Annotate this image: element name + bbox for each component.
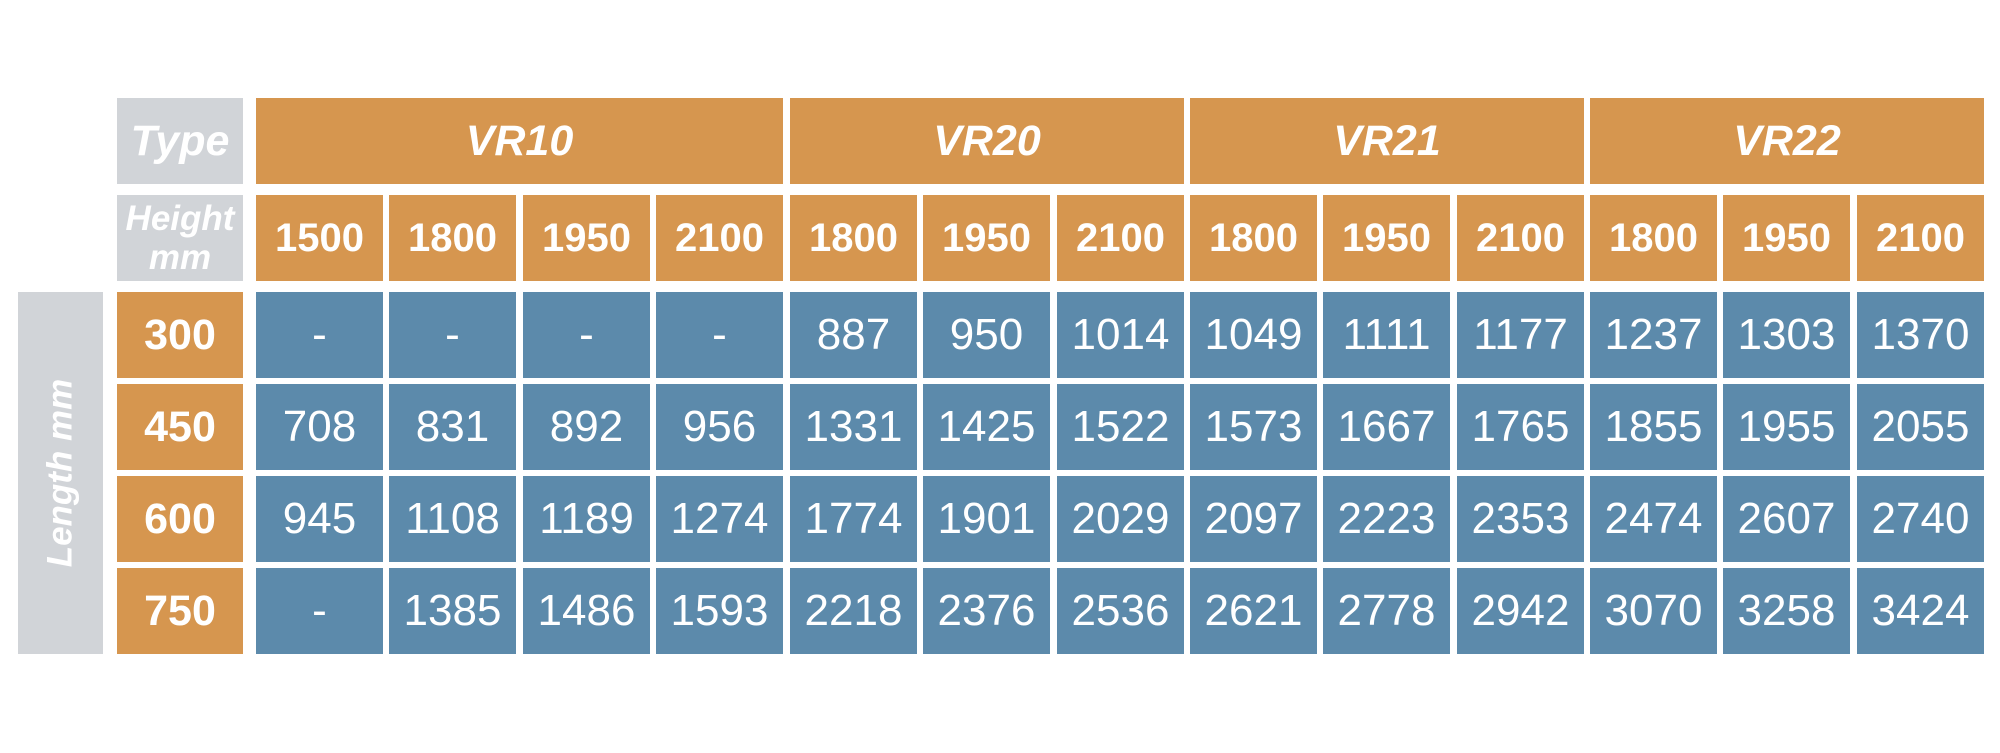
value-cell: 2607 (1723, 476, 1850, 562)
value-cell: 2223 (1323, 476, 1450, 562)
value-cell: 708 (256, 384, 383, 470)
value-cell: 1855 (1590, 384, 1717, 470)
value-cell: 945 (256, 476, 383, 562)
value-cell: 2778 (1323, 568, 1450, 654)
value-cell: 3258 (1723, 568, 1850, 654)
height-header: 1950 (1323, 195, 1450, 281)
value-cell: 887 (790, 292, 917, 378)
value-cell: 2029 (1057, 476, 1184, 562)
value-cell: - (256, 292, 383, 378)
value-cell: 1573 (1190, 384, 1317, 470)
value-cell: 1667 (1323, 384, 1450, 470)
length-axis-label-text: Length mm (40, 378, 80, 568)
height-header: 1950 (1723, 195, 1850, 281)
height-header: 1800 (389, 195, 516, 281)
length-axis-label: Length mm (18, 292, 103, 654)
type-header-vr10: VR10 (256, 98, 783, 184)
type-header-vr22: VR22 (1590, 98, 1984, 184)
height-header: 1950 (523, 195, 650, 281)
value-cell: 831 (389, 384, 516, 470)
type-header-vr21: VR21 (1190, 98, 1584, 184)
height-header: 2100 (656, 195, 783, 281)
value-cell: 1303 (1723, 292, 1850, 378)
value-cell: 1108 (389, 476, 516, 562)
value-cell: 1765 (1457, 384, 1584, 470)
value-cell: 1425 (923, 384, 1050, 470)
value-cell: 1049 (1190, 292, 1317, 378)
value-cell: 1901 (923, 476, 1050, 562)
value-cell: 3070 (1590, 568, 1717, 654)
value-cell: 1522 (1057, 384, 1184, 470)
value-cell: 956 (656, 384, 783, 470)
value-cell: 1177 (1457, 292, 1584, 378)
height-label: Height mm (117, 195, 243, 281)
value-cell: 950 (923, 292, 1050, 378)
value-cell: 1111 (1323, 292, 1450, 378)
length-label: 750 (117, 568, 243, 654)
height-header: 1800 (1190, 195, 1317, 281)
value-cell: 1237 (1590, 292, 1717, 378)
value-cell: 2942 (1457, 568, 1584, 654)
height-header: 2100 (1857, 195, 1984, 281)
type-label: Type (117, 98, 243, 184)
value-cell: - (656, 292, 783, 378)
length-label: 600 (117, 476, 243, 562)
height-header: 1500 (256, 195, 383, 281)
value-cell: 2474 (1590, 476, 1717, 562)
value-cell: 1370 (1857, 292, 1984, 378)
height-header: 2100 (1457, 195, 1584, 281)
length-label: 300 (117, 292, 243, 378)
height-header: 1800 (790, 195, 917, 281)
value-cell: - (389, 292, 516, 378)
value-cell: 1385 (389, 568, 516, 654)
value-cell: 2353 (1457, 476, 1584, 562)
value-cell: 892 (523, 384, 650, 470)
value-cell: 1331 (790, 384, 917, 470)
value-cell: 1014 (1057, 292, 1184, 378)
value-cell: 1486 (523, 568, 650, 654)
value-cell: 2621 (1190, 568, 1317, 654)
value-cell: 3424 (1857, 568, 1984, 654)
value-cell: 2376 (923, 568, 1050, 654)
value-cell: - (523, 292, 650, 378)
height-header: 1950 (923, 195, 1050, 281)
value-cell: 2055 (1857, 384, 1984, 470)
value-cell: 1274 (656, 476, 783, 562)
value-cell: - (256, 568, 383, 654)
value-cell: 1774 (790, 476, 917, 562)
value-cell: 2218 (790, 568, 917, 654)
height-header: 1800 (1590, 195, 1717, 281)
length-label: 450 (117, 384, 243, 470)
type-header-vr20: VR20 (790, 98, 1184, 184)
height-header: 2100 (1057, 195, 1184, 281)
value-cell: 2536 (1057, 568, 1184, 654)
value-cell: 1593 (656, 568, 783, 654)
value-cell: 1189 (523, 476, 650, 562)
value-cell: 2097 (1190, 476, 1317, 562)
value-cell: 1955 (1723, 384, 1850, 470)
value-cell: 2740 (1857, 476, 1984, 562)
